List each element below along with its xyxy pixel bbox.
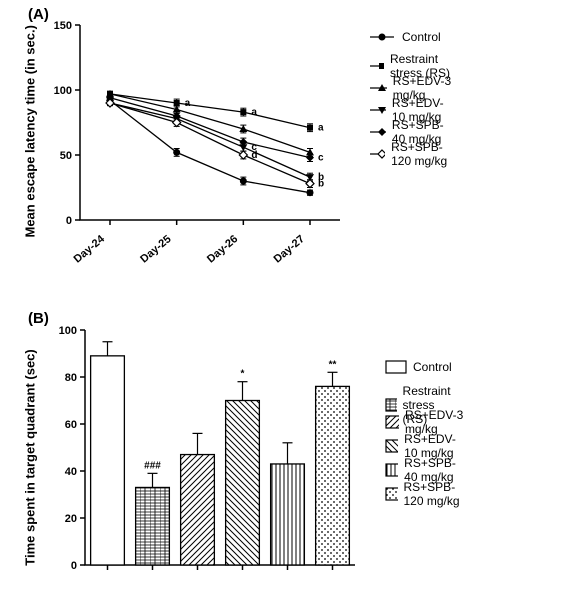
svg-text:Day-27: Day-27 bbox=[272, 233, 307, 265]
svg-text:20: 20 bbox=[65, 513, 77, 525]
svg-text:50: 50 bbox=[60, 150, 72, 162]
svg-text:60: 60 bbox=[65, 419, 77, 431]
svg-text:d: d bbox=[251, 150, 257, 161]
legend-a-item: Control bbox=[370, 30, 441, 44]
svg-text:Day-24: Day-24 bbox=[72, 233, 108, 266]
svg-text:80: 80 bbox=[65, 372, 77, 384]
svg-text:40: 40 bbox=[65, 466, 77, 478]
svg-text:a: a bbox=[251, 107, 257, 118]
svg-text:0: 0 bbox=[71, 560, 77, 572]
svg-text:Day-26: Day-26 bbox=[205, 233, 240, 265]
legend-b-item: RS+SPB-120 mg/kg bbox=[385, 480, 465, 508]
svg-text:###: ### bbox=[144, 460, 161, 471]
legend-a-item: RS+SPB-120 mg/kg bbox=[370, 140, 454, 168]
figure-root: (A) Mean escape latency time (in sec.) 0… bbox=[0, 0, 567, 596]
panel-a-ylabel: Mean escape latency time (in sec.) bbox=[23, 58, 38, 238]
svg-text:150: 150 bbox=[54, 20, 72, 32]
panel-b-ylabel: Time spent in target quadrant (sec) bbox=[23, 348, 38, 568]
legend-b-item: Control bbox=[385, 360, 452, 374]
svg-text:**: ** bbox=[329, 359, 337, 370]
svg-text:b: b bbox=[318, 179, 324, 190]
svg-text:0: 0 bbox=[66, 215, 72, 227]
panel-b-chart: 020406080100###*** bbox=[50, 320, 380, 590]
svg-text:100: 100 bbox=[54, 85, 72, 97]
svg-text:a: a bbox=[185, 98, 191, 109]
panel-a-chart: 050100150Day-24Day-25Day-26Day-27aaacbcd… bbox=[45, 10, 385, 270]
svg-text:c: c bbox=[318, 153, 324, 164]
panel-b-label: (B) bbox=[28, 310, 49, 327]
svg-text:a: a bbox=[318, 123, 324, 134]
svg-text:*: * bbox=[241, 369, 245, 380]
svg-text:Day-25: Day-25 bbox=[138, 233, 173, 265]
svg-text:100: 100 bbox=[59, 325, 77, 337]
